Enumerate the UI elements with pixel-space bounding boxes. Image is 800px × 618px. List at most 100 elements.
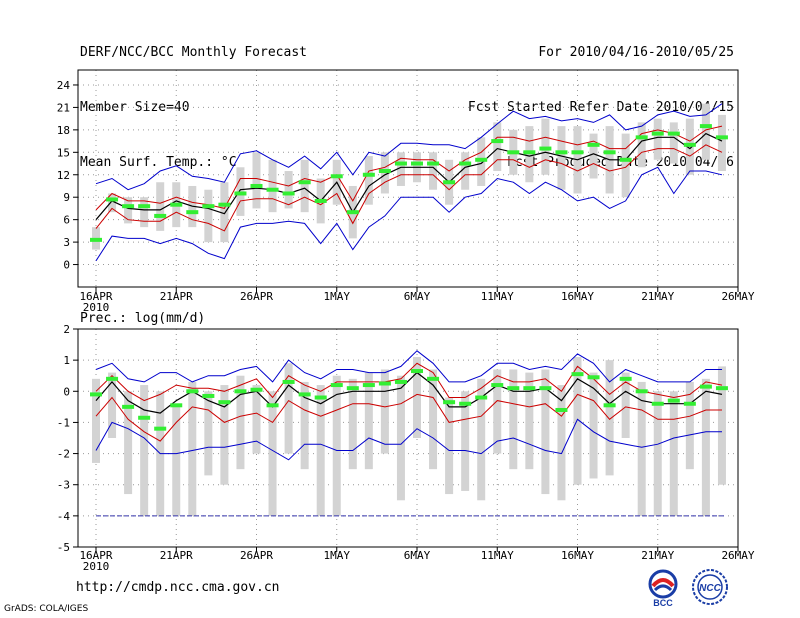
y-tick-label: 6 xyxy=(63,214,70,227)
ensemble-box xyxy=(300,381,309,470)
y-tick-label: -3 xyxy=(57,479,70,492)
ensemble-box xyxy=(637,381,646,516)
ensemble-box xyxy=(493,369,502,454)
ensemble-box xyxy=(300,159,309,213)
observed-marker xyxy=(298,392,311,397)
observed-marker xyxy=(378,381,391,386)
x-tick-label: 16MAY xyxy=(561,290,594,303)
observed-marker xyxy=(346,210,359,215)
observed-marker xyxy=(571,372,584,377)
ensemble-box xyxy=(429,152,438,190)
series-min-line xyxy=(95,166,723,262)
x-tick-label: 16APR xyxy=(79,290,112,303)
x-tick-sublabel: 2010 xyxy=(83,560,110,573)
ensemble-box xyxy=(108,372,117,438)
observed-marker xyxy=(459,161,472,166)
y-tick-label: 9 xyxy=(63,191,70,204)
ensemble-box xyxy=(717,366,726,485)
ensemble-box xyxy=(220,385,229,485)
observed-marker xyxy=(539,146,552,151)
ensemble-box xyxy=(156,182,165,231)
ensemble-box xyxy=(268,391,277,516)
observed-marker xyxy=(523,150,536,155)
series-max-line xyxy=(95,350,722,383)
observed-marker xyxy=(282,379,295,384)
observed-marker xyxy=(202,204,215,209)
source-url[interactable]: http://cmdp.ncc.cma.gov.cn xyxy=(76,580,280,595)
observed-marker xyxy=(699,124,712,129)
ensemble-box xyxy=(541,369,550,495)
observed-marker xyxy=(491,383,504,388)
ensemble-box xyxy=(236,375,245,470)
ensemble-box xyxy=(316,385,325,516)
observed-marker xyxy=(587,142,600,147)
chart-title: Prec.: log(mm/d) xyxy=(80,311,205,326)
ensemble-box xyxy=(701,378,710,516)
x-tick-label: 21MAY xyxy=(641,549,674,562)
y-tick-label: 0 xyxy=(63,385,70,398)
ensemble-box xyxy=(461,391,470,491)
x-tick-label: 21MAY xyxy=(641,290,674,303)
ensemble-box xyxy=(172,403,181,516)
ensemble-box xyxy=(669,122,678,164)
observed-marker xyxy=(507,150,520,155)
ensemble-box xyxy=(605,360,614,476)
x-tick-label: 21APR xyxy=(160,549,193,562)
x-tick-label: 11MAY xyxy=(481,290,514,303)
observed-marker xyxy=(491,139,504,144)
observed-marker xyxy=(330,383,343,388)
y-tick-label: -2 xyxy=(57,448,70,461)
ensemble-box xyxy=(124,391,133,495)
x-tick-label: 26MAY xyxy=(721,290,754,303)
ensemble-box xyxy=(124,197,133,224)
ensemble-box xyxy=(429,369,438,470)
observed-marker xyxy=(443,180,456,185)
observed-marker xyxy=(699,384,712,389)
observed-marker xyxy=(635,389,648,394)
y-tick-label: 3 xyxy=(63,236,70,249)
series-mean-line xyxy=(95,371,723,414)
observed-marker xyxy=(170,202,183,207)
ensemble-box xyxy=(477,378,486,501)
ensemble-box xyxy=(140,197,149,228)
observed-marker xyxy=(218,202,231,207)
x-tick-label: 16MAY xyxy=(561,549,594,562)
plot-frame xyxy=(77,69,739,288)
series-lower-line xyxy=(95,144,723,232)
ensemble-box xyxy=(573,357,582,485)
observed-marker xyxy=(507,386,520,391)
observed-marker xyxy=(90,237,102,242)
ensemble-box xyxy=(621,372,630,438)
bcc-logo-text: BCC xyxy=(653,598,673,608)
observed-marker xyxy=(234,191,247,196)
series-lower-line xyxy=(95,393,722,442)
ensemble-box xyxy=(220,182,229,243)
ensemble-box xyxy=(364,156,373,205)
observed-marker xyxy=(90,392,102,397)
x-tick-label: 6MAY xyxy=(404,549,431,562)
ensemble-box xyxy=(557,385,566,501)
series-upper-line xyxy=(95,125,723,211)
ensemble-box xyxy=(348,378,357,470)
observed-marker xyxy=(683,142,696,147)
forecast-title: DERF/NCC/BCC Monthly Forecast xyxy=(80,45,307,60)
x-tick-label: 6MAY xyxy=(404,290,431,303)
ensemble-box xyxy=(364,372,373,470)
observed-marker xyxy=(683,401,696,406)
observed-marker xyxy=(106,197,119,202)
observed-marker xyxy=(394,379,407,384)
observed-marker xyxy=(218,400,231,405)
observed-marker xyxy=(619,157,632,162)
observed-marker xyxy=(362,172,375,177)
x-tick-label: 26MAY xyxy=(721,549,754,562)
observed-marker xyxy=(667,131,680,136)
ensemble-box xyxy=(140,385,149,516)
y-tick-label: 21 xyxy=(57,101,70,114)
observed-marker xyxy=(298,180,311,185)
ensemble-box xyxy=(589,133,598,179)
ensemble-box xyxy=(525,372,534,470)
ensemble-box xyxy=(557,126,566,190)
observed-marker xyxy=(266,403,279,408)
observed-marker xyxy=(459,401,472,406)
